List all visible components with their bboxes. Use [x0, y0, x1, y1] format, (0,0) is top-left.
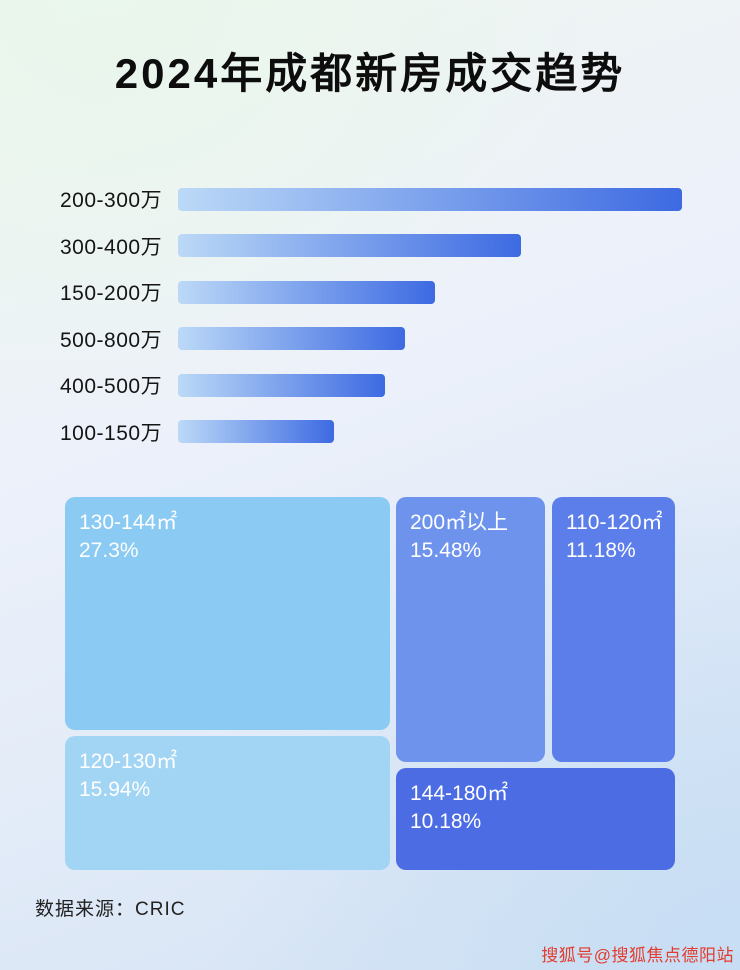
treemap-block: 130-144㎡ 27.3% — [65, 497, 390, 730]
treemap-block: 110-120㎡ 11.18% — [552, 497, 675, 762]
treemap-block-value: 15.48% — [410, 539, 482, 563]
watermark-text: 搜狐号@搜狐焦点德阳站 — [541, 946, 734, 965]
bar-row: 300-400万 — [60, 223, 682, 270]
bar-label: 500-800万 — [60, 328, 163, 352]
treemap-block-value: 15.94% — [79, 778, 151, 802]
bar-track — [178, 327, 682, 351]
treemap-block-label: 110-120㎡ — [566, 511, 663, 534]
bar-track — [178, 420, 682, 444]
treemap-block-label: 144-180㎡ — [410, 782, 509, 805]
treemap-block-value: 10.18% — [410, 810, 482, 834]
bar-label: 100-150万 — [60, 421, 163, 445]
bar-label: 200-300万 — [60, 189, 163, 213]
treemap-block-value: 27.3% — [79, 539, 139, 563]
bar-row: 200-300万 — [60, 176, 682, 223]
bar-fill — [178, 420, 335, 444]
bar-fill — [178, 280, 436, 304]
bar-track — [178, 280, 682, 304]
page-title: 2024年成都新房成交趋势 — [114, 50, 626, 97]
bar-track — [178, 234, 682, 258]
treemap-block-label: 130-144㎡ — [79, 511, 178, 534]
bar-label: 400-500万 — [60, 375, 163, 399]
treemap-block: 120-130㎡ 15.94% — [65, 736, 390, 870]
bar-row: 100-150万 — [60, 409, 682, 456]
bar-row: 500-800万 — [60, 316, 682, 363]
treemap-block-label: 200㎡以上 — [410, 511, 509, 534]
bar-row: 150-200万 — [60, 269, 682, 316]
data-source-label: 数据来源：CRIC — [35, 899, 186, 920]
bar-fill — [178, 373, 385, 397]
bar-fill — [178, 327, 405, 351]
bar-fill — [178, 234, 521, 258]
treemap-block: 144-180㎡ 10.18% — [396, 768, 675, 870]
bar-track — [178, 373, 682, 397]
price-range-bar-chart: 200-300万 300-400万 150-200万 500-800万 400-… — [60, 176, 682, 455]
area-range-treemap: 130-144㎡ 27.3% 120-130㎡ 15.94% 200㎡以上 15… — [65, 497, 675, 870]
treemap-block-value: 11.18% — [566, 539, 636, 563]
treemap-block: 200㎡以上 15.48% — [396, 497, 545, 762]
bar-track — [178, 187, 682, 211]
treemap-block-label: 120-130㎡ — [79, 750, 178, 773]
bar-label: 150-200万 — [60, 282, 163, 306]
bar-fill — [178, 187, 682, 211]
bar-row: 400-500万 — [60, 362, 682, 409]
bar-label: 300-400万 — [60, 235, 163, 259]
